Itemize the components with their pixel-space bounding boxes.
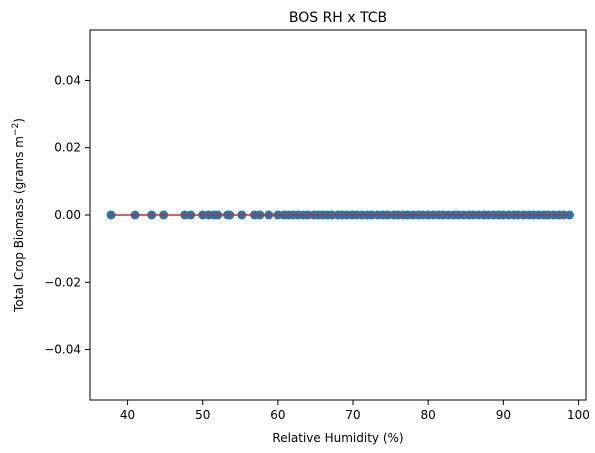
plot-area xyxy=(106,210,574,220)
x-tick-label: 60 xyxy=(270,408,285,422)
x-tick-label: 40 xyxy=(120,408,135,422)
y-axis-label-suffix: ) xyxy=(12,118,26,123)
x-tick-label: 70 xyxy=(345,408,360,422)
x-tick-label: 90 xyxy=(496,408,511,422)
x-tick-label: 100 xyxy=(567,408,590,422)
x-tick-label: 50 xyxy=(195,408,210,422)
y-axis-label-exponent: −2 xyxy=(11,123,21,136)
y-tick-label: 0.02 xyxy=(54,141,81,155)
y-axis-label: Total Crop Biomass (grams m−2) xyxy=(11,118,26,313)
y-tick-label: 0.04 xyxy=(54,73,81,87)
y-axis-label-text: Total Crop Biomass (grams m xyxy=(12,136,26,313)
x-axis-label: Relative Humidity (%) xyxy=(272,431,403,445)
y-tick-label: −0.04 xyxy=(44,343,81,357)
y-tick-label: −0.02 xyxy=(44,275,81,289)
y-tick-label: 0.00 xyxy=(54,208,81,222)
x-tick-label: 80 xyxy=(421,408,436,422)
y-axis: −0.04 −0.02 0.00 0.02 0.04 xyxy=(44,73,90,357)
chart-title: BOS RH x TCB xyxy=(289,10,387,26)
x-axis: 40 50 60 70 80 90 100 xyxy=(120,400,590,422)
